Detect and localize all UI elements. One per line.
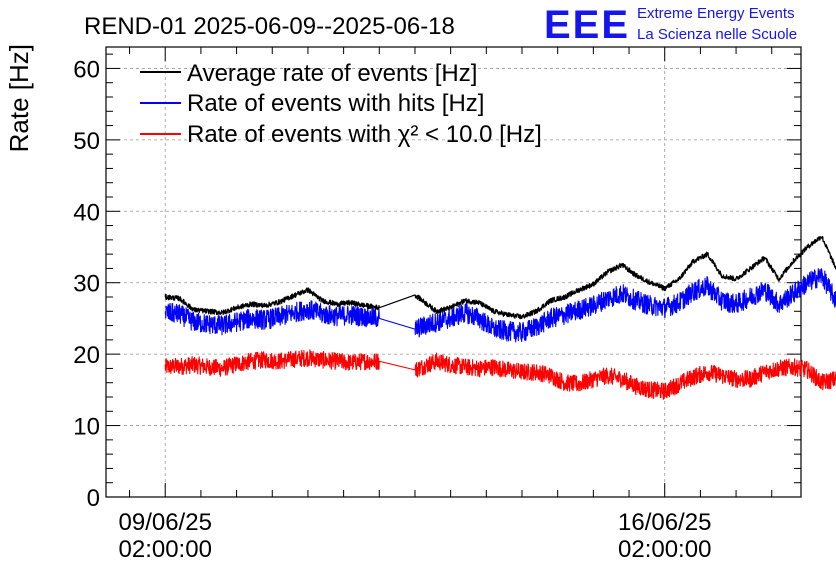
y-tick-label: 60	[73, 56, 100, 83]
legend: Average rate of events [Hz] Rate of even…	[140, 60, 542, 148]
chart-title: REND-01 2025-06-09--2025-06-18	[84, 13, 455, 40]
series-hits-line	[164, 268, 836, 343]
series-layer	[164, 235, 836, 400]
series-average-line	[164, 235, 836, 320]
eee-logo-mark: EEE	[544, 3, 630, 47]
logo-line-2: La Scienza nelle Scuole	[637, 26, 797, 43]
x-minor-ticks	[129, 47, 773, 497]
y-tick-label: 30	[73, 271, 100, 298]
x-tick-label-date: 09/06/25	[119, 509, 212, 536]
y-tick-label: 50	[73, 128, 100, 155]
legend-label-average: Average rate of events [Hz]	[187, 60, 477, 87]
y-tick-labels: 0 10 20 30 40 50 60	[73, 56, 100, 512]
x-tick-label-time: 02:00:00	[119, 536, 212, 563]
grid	[106, 47, 801, 498]
eee-logo: EEE Extreme Energy Events La Scienza nel…	[544, 3, 797, 47]
series-chi2-line	[164, 349, 836, 400]
y-tick-label: 20	[73, 342, 100, 369]
x-tick-label-date: 16/06/25	[618, 509, 711, 536]
plot-frame	[105, 46, 802, 498]
y-minor-ticks	[106, 53, 801, 484]
legend-label-chi2: Rate of events with χ² < 10.0 [Hz]	[187, 121, 542, 148]
y-axis-label: Rate [Hz]	[4, 44, 34, 152]
legend-label-hits: Rate of events with hits [Hz]	[187, 90, 484, 117]
y-tick-label: 40	[73, 199, 100, 226]
logo-line-1: Extreme Energy Events	[637, 5, 795, 22]
y-tick-label: 0	[87, 485, 100, 512]
x-tick-label-time: 02:00:00	[618, 536, 711, 563]
y-tick-label: 10	[73, 414, 100, 441]
